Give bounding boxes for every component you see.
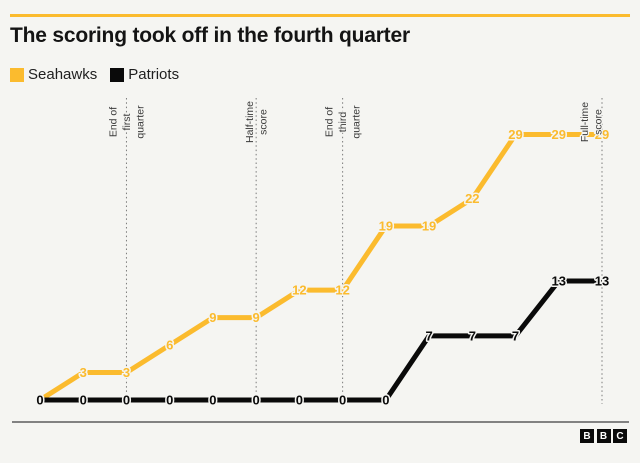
series-line-seahawks	[38, 132, 602, 403]
point-value-label: 0	[339, 393, 346, 408]
legend-item-patriots: Patriots	[110, 66, 179, 83]
point-value-label: 0	[209, 393, 216, 408]
point-value-label: 0	[80, 393, 87, 408]
point-value-label: 19	[379, 219, 393, 234]
quarter-marker-label: End of	[107, 107, 119, 137]
point-value-label: 29	[595, 127, 609, 142]
point-value-label: 22	[465, 191, 479, 206]
point-value-label: 7	[425, 328, 432, 343]
quarter-marker-label: score	[592, 109, 604, 135]
bbc-logo: B B C	[580, 429, 627, 443]
axis-baseline	[12, 421, 629, 423]
bbc-logo-letter: C	[613, 429, 627, 443]
legend-label-seahawks: Seahawks	[28, 66, 98, 83]
quarter-marker-label: first	[121, 113, 133, 130]
point-value-label: 7	[512, 328, 519, 343]
point-value-label: 3	[80, 365, 87, 380]
bbc-logo-letter: B	[580, 429, 594, 443]
quarter-marker-label: quarter	[351, 105, 363, 139]
point-value-label: 19	[422, 219, 436, 234]
point-value-label: 0	[296, 393, 303, 408]
point-value-label: 29	[508, 127, 522, 142]
seahawks-swatch-icon	[10, 67, 24, 82]
quarter-marker-label: Half-time	[244, 101, 256, 143]
point-value-label: 9	[253, 310, 260, 325]
quarter-marker-label: End of	[324, 107, 336, 137]
quarter-marker-label: third	[337, 112, 349, 133]
point-value-label: 0	[123, 393, 130, 408]
patriots-swatch-icon	[110, 67, 125, 82]
bbc-logo-letter: B	[596, 429, 611, 443]
point-value-label: 0	[36, 393, 43, 408]
series-line-patriots	[40, 278, 602, 403]
point-value-label: 6	[166, 338, 173, 353]
legend: Seahawks Patriots	[10, 66, 179, 83]
point-value-label: 12	[335, 283, 349, 298]
chart-title: The scoring took off in the fourth quart…	[10, 24, 410, 47]
point-value-label: 3	[123, 365, 130, 380]
quarter-marker-label: score	[257, 109, 269, 135]
point-value-label: 13	[595, 273, 609, 288]
point-value-label: 9	[209, 310, 216, 325]
quarter-marker-label: Full-time	[579, 102, 591, 142]
point-value-label: 0	[382, 393, 389, 408]
point-value-label: 12	[292, 283, 306, 298]
legend-item-seahawks: Seahawks	[10, 66, 97, 83]
point-value-label: 29	[552, 127, 566, 142]
quarter-marker-label: quarter	[134, 105, 146, 139]
point-value-label: 7	[469, 328, 476, 343]
point-value-label: 0	[166, 393, 173, 408]
accent-rule	[10, 14, 630, 17]
point-value-label: 13	[552, 273, 566, 288]
point-value-label: 0	[253, 393, 260, 408]
legend-label-patriots: Patriots	[128, 66, 180, 83]
